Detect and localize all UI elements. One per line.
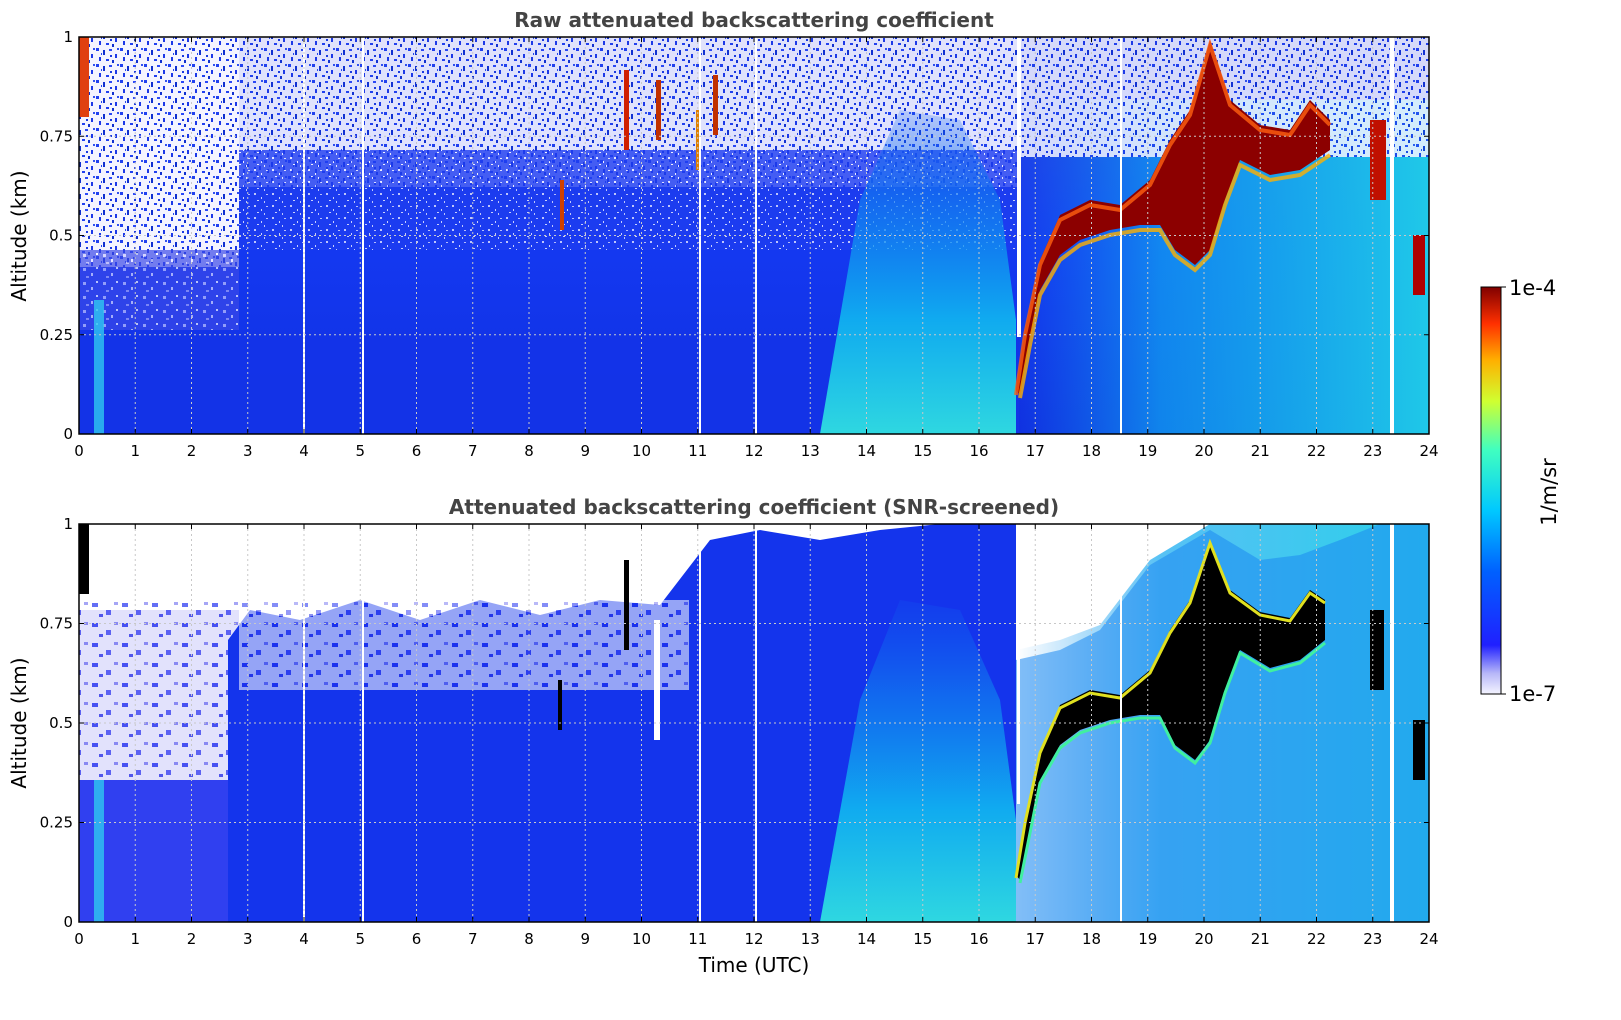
top-x-tick-label-6: 6	[412, 442, 422, 460]
bottom-x-tick-label-4: 4	[299, 930, 309, 948]
bottom-x-tick-label-17: 17	[1026, 930, 1045, 948]
colorbar: 1e-4 1e-7 1/m/sr	[1480, 276, 1561, 706]
top-y-tick-label-0: 0	[63, 425, 73, 443]
bottom-x-tick-label-21: 21	[1251, 930, 1270, 948]
top-x-tick-label-9: 9	[580, 442, 590, 460]
bottom-x-tick-label-18: 18	[1082, 930, 1101, 948]
top-y-axis-label: Altitude (km)	[7, 170, 31, 301]
bottom-grid	[79, 524, 1429, 922]
bottom-y-axis-label: Altitude (km)	[7, 657, 31, 788]
bottom-x-tick-label-15: 15	[913, 930, 932, 948]
bottom-y-tick-label-4: 1	[63, 515, 73, 533]
top-x-tick-label-16: 16	[969, 442, 988, 460]
bottom-x-tick-label-24: 24	[1419, 930, 1438, 948]
bottom-x-tick-label-20: 20	[1194, 930, 1213, 948]
bottom-x-tick-label-12: 12	[744, 930, 763, 948]
top-x-tick-label-10: 10	[632, 442, 651, 460]
colorbar-gradient	[1480, 286, 1502, 695]
bottom-x-tick-label-16: 16	[969, 930, 988, 948]
top-y-tick-label-4: 1	[63, 28, 73, 46]
top-x-tick-label-0: 0	[74, 442, 84, 460]
top-ticks: 0 1 2 3 4 5 6 7 8 9 10 11 12 13 14 15 16 17 18 19 20 21 22 23 24…	[40, 28, 1439, 460]
top-x-tick-label-23: 23	[1363, 442, 1382, 460]
bottom-x-tick-label-0: 0	[74, 930, 84, 948]
top-x-tick-label-5: 5	[355, 442, 365, 460]
top-x-tick-label-2: 2	[187, 442, 197, 460]
top-chart-title: Raw attenuated backscattering coefficien…	[514, 8, 994, 32]
top-x-tick-label-20: 20	[1194, 442, 1213, 460]
bottom-x-tick-label-6: 6	[412, 930, 422, 948]
bottom-x-tick-label-7: 7	[468, 930, 478, 948]
top-y-tick-label-1: 0.25	[40, 326, 73, 344]
bottom-x-tick-label-10: 10	[632, 930, 651, 948]
bottom-x-tick-label-14: 14	[857, 930, 876, 948]
top-y-tick-label-3: 0.75	[40, 127, 73, 145]
bottom-x-tick-label-1: 1	[130, 930, 140, 948]
bottom-chart-title: Attenuated backscattering coefficient (S…	[449, 495, 1059, 519]
top-x-tick-label-15: 15	[913, 442, 932, 460]
top-x-tick-label-7: 7	[468, 442, 478, 460]
bottom-x-tick-label-13: 13	[801, 930, 820, 948]
bottom-x-tick-label-8: 8	[524, 930, 534, 948]
top-grid	[79, 37, 1429, 434]
bottom-ticks: 0 1 2 3 4 5 6 7 8 9 10 11 12 13 14 15 16 17 18 19 20 21 22 23 24…	[40, 515, 1439, 948]
top-x-tick-label-24: 24	[1419, 442, 1438, 460]
bottom-y-tick-label-1: 0.25	[40, 814, 73, 832]
bottom-x-tick-label-9: 9	[580, 930, 590, 948]
top-x-tick-label-19: 19	[1138, 442, 1157, 460]
colorbar-max-label: 1e-4	[1509, 276, 1556, 300]
top-x-tick-label-8: 8	[524, 442, 534, 460]
top-x-tick-label-21: 21	[1251, 442, 1270, 460]
bottom-x-tick-label-23: 23	[1363, 930, 1382, 948]
x-axis-label: Time (UTC)	[698, 953, 810, 977]
top-x-tick-label-4: 4	[299, 442, 309, 460]
bottom-x-tick-label-11: 11	[688, 930, 707, 948]
top-x-tick-label-11: 11	[688, 442, 707, 460]
bottom-y-tick-label-3: 0.75	[40, 615, 73, 633]
colorbar-unit-label: 1/m/sr	[1537, 458, 1561, 526]
bottom-x-tick-label-22: 22	[1307, 930, 1326, 948]
bottom-x-tick-label-5: 5	[355, 930, 365, 948]
top-x-tick-label-18: 18	[1082, 442, 1101, 460]
top-x-tick-label-1: 1	[130, 442, 140, 460]
bottom-x-tick-label-2: 2	[187, 930, 197, 948]
top-x-tick-label-13: 13	[801, 442, 820, 460]
bottom-x-tick-label-3: 3	[243, 930, 253, 948]
bottom-y-tick-label-0: 0	[63, 913, 73, 931]
colorbar-min-label: 1e-7	[1509, 682, 1556, 706]
top-y-tick-label-2: 0.5	[49, 227, 73, 245]
bottom-x-tick-label-19: 19	[1138, 930, 1157, 948]
top-x-tick-label-14: 14	[857, 442, 876, 460]
top-x-tick-label-22: 22	[1307, 442, 1326, 460]
top-x-tick-label-12: 12	[744, 442, 763, 460]
top-x-tick-label-17: 17	[1026, 442, 1045, 460]
top-x-tick-label-3: 3	[243, 442, 253, 460]
bottom-y-tick-label-2: 0.5	[49, 714, 73, 732]
